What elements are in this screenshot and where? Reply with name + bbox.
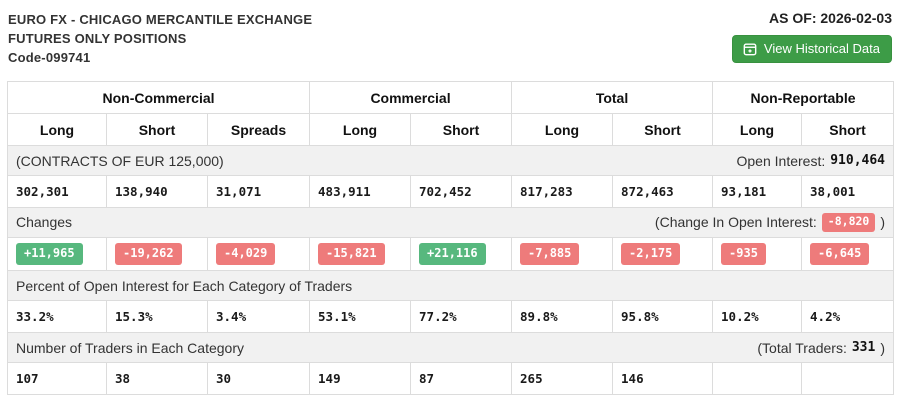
- changes-row: +11,965 -19,262 -4,029 -15,821 +21,116 -…: [7, 237, 895, 271]
- as-of-date: AS OF: 2026-02-03: [769, 10, 892, 26]
- position-cell: 138,940: [106, 175, 208, 208]
- change-open-interest-label: (Change In Open Interest:: [654, 214, 817, 231]
- percent-cell: 89.8%: [511, 300, 614, 333]
- view-historical-data-button[interactable]: View Historical Data: [731, 35, 892, 63]
- report-title: EURO FX - CHICAGO MERCANTILE EXCHANGE: [8, 12, 313, 27]
- column-header: Short: [410, 113, 513, 146]
- contracts-unit-label: (CONTRACTS OF EUR 125,000): [16, 152, 224, 169]
- calendar-icon: [743, 42, 757, 56]
- change-open-interest-badge: -8,820: [821, 213, 876, 232]
- percent-cell: 4.2%: [801, 300, 895, 333]
- position-cell: 872,463: [612, 175, 714, 208]
- percent-cell: 95.8%: [612, 300, 714, 333]
- report-code: Code-099741: [8, 50, 91, 65]
- group-header-row: Non-Commercial Commercial Total Non-Repo…: [6, 81, 895, 114]
- position-cell: 302,301: [7, 175, 107, 208]
- percents-row: 33.2% 15.3% 3.4% 53.1% 77.2% 89.8% 95.8%…: [7, 300, 895, 333]
- percent-of-open-interest-label: Percent of Open Interest for Each Catego…: [16, 277, 353, 294]
- group-header-non-reportable: Non-Reportable: [712, 81, 895, 114]
- number-of-traders-label: Number of Traders in Each Category: [16, 339, 244, 356]
- cot-futures-table: Non-Commercial Commercial Total Non-Repo…: [6, 81, 895, 395]
- position-cell: 93,181: [712, 175, 803, 208]
- group-header-non-commercial: Non-Commercial: [6, 81, 311, 114]
- change-badge: +21,116: [419, 243, 486, 265]
- percent-label-row: Percent of Open Interest for Each Catego…: [6, 270, 895, 301]
- change-badge: -4,029: [216, 243, 276, 265]
- change-badge: -2,175: [621, 243, 681, 265]
- percent-cell: 53.1%: [309, 300, 412, 333]
- traders-cell: 38: [106, 362, 208, 395]
- top-bar: EURO FX - CHICAGO MERCANTILE EXCHANGE FU…: [0, 0, 900, 67]
- traders-cell: 30: [206, 362, 311, 395]
- total-traders-label: (Total Traders:: [757, 339, 847, 356]
- group-header-total: Total: [511, 81, 714, 114]
- column-header: Short: [801, 113, 895, 146]
- column-header: Long: [511, 113, 614, 146]
- traders-cell: [801, 362, 895, 395]
- change-badge: -15,821: [318, 243, 385, 265]
- open-interest-value: 910,464: [830, 153, 886, 168]
- percent-cell: 15.3%: [106, 300, 208, 333]
- traders-cell: 87: [410, 362, 513, 395]
- traders-cell: [712, 362, 803, 395]
- change-open-interest-close-paren: ): [880, 214, 886, 231]
- total-traders-close-paren: ): [880, 339, 886, 356]
- position-cell: 702,452: [410, 175, 513, 208]
- position-cell: 483,911: [309, 175, 412, 208]
- traders-label-row: Number of Traders in Each Category (Tota…: [6, 332, 895, 363]
- report-subtitle: FUTURES ONLY POSITIONS: [8, 31, 187, 46]
- changes-label-row: Changes (Change In Open Interest: -8,820…: [6, 207, 895, 238]
- change-badge: -19,262: [115, 243, 182, 265]
- column-header: Long: [309, 113, 412, 146]
- open-interest-label: Open Interest:: [736, 152, 826, 169]
- position-cell: 31,071: [206, 175, 311, 208]
- column-header: Spreads: [206, 113, 311, 146]
- column-header: Long: [7, 113, 107, 146]
- percent-cell: 33.2%: [7, 300, 107, 333]
- column-header: Short: [612, 113, 714, 146]
- traders-row: 107 38 30 149 87 265 146: [7, 362, 895, 395]
- percent-cell: 3.4%: [206, 300, 311, 333]
- changes-label: Changes: [16, 214, 73, 231]
- position-cell: 38,001: [801, 175, 895, 208]
- total-traders-value: 331: [851, 340, 876, 355]
- report-header: EURO FX - CHICAGO MERCANTILE EXCHANGE FU…: [8, 10, 312, 67]
- column-header: Long: [712, 113, 803, 146]
- column-header: Short: [106, 113, 208, 146]
- change-badge: -935: [721, 243, 766, 265]
- view-historical-data-label: View Historical Data: [763, 41, 880, 56]
- column-header-row: Long Short Spreads Long Short Long Short…: [7, 113, 895, 146]
- position-cell: 817,283: [511, 175, 614, 208]
- percent-cell: 10.2%: [712, 300, 803, 333]
- positions-row: 302,301 138,940 31,071 483,911 702,452 8…: [7, 175, 895, 208]
- contracts-label-row: (CONTRACTS OF EUR 125,000) Open Interest…: [6, 145, 895, 176]
- percent-cell: 77.2%: [410, 300, 513, 333]
- traders-cell: 149: [309, 362, 412, 395]
- traders-cell: 265: [511, 362, 614, 395]
- group-header-commercial: Commercial: [309, 81, 513, 114]
- traders-cell: 146: [612, 362, 714, 395]
- header-right: AS OF: 2026-02-03 View Historical Data: [731, 10, 892, 63]
- change-badge: +11,965: [16, 243, 83, 265]
- change-badge: -6,645: [810, 243, 870, 265]
- traders-cell: 107: [7, 362, 107, 395]
- change-badge: -7,885: [520, 243, 580, 265]
